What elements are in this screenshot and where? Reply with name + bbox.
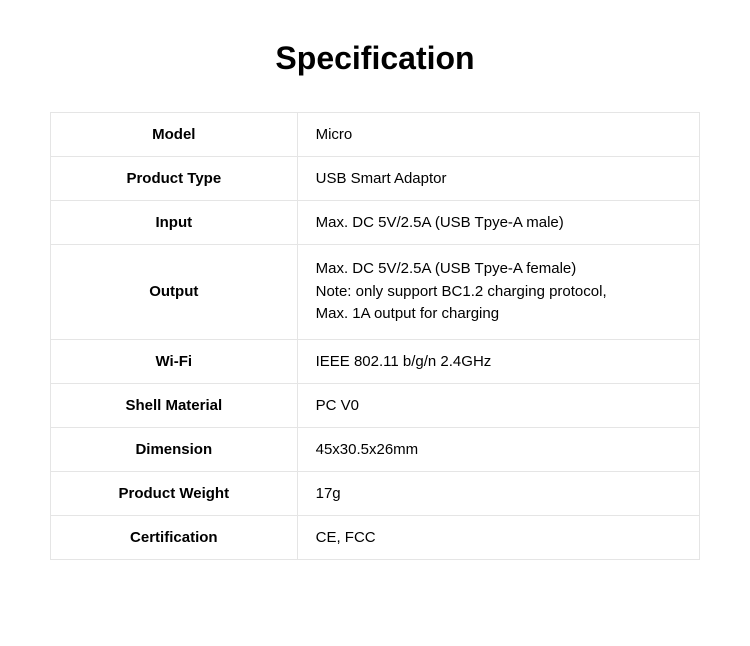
spec-value: Micro <box>297 113 699 157</box>
spec-value: USB Smart Adaptor <box>297 157 699 201</box>
table-row: Shell Material PC V0 <box>51 383 700 427</box>
specification-table: Model Micro Product Type USB Smart Adapt… <box>50 112 700 560</box>
spec-label: Output <box>51 245 298 340</box>
table-row: Model Micro <box>51 113 700 157</box>
spec-label: Certification <box>51 515 298 559</box>
page-title: Specification <box>50 40 700 77</box>
spec-value: PC V0 <box>297 383 699 427</box>
spec-value: Max. DC 5V/2.5A (USB Tpye-A female) Note… <box>297 245 699 340</box>
spec-label: Wi-Fi <box>51 339 298 383</box>
spec-value-line: Note: only support BC1.2 charging protoc… <box>316 281 681 304</box>
table-row: Output Max. DC 5V/2.5A (USB Tpye-A femal… <box>51 245 700 340</box>
spec-value: 17g <box>297 471 699 515</box>
spec-label: Shell Material <box>51 383 298 427</box>
spec-value-line: Max. 1A output for charging <box>316 303 681 326</box>
spec-label: Input <box>51 201 298 245</box>
spec-label: Model <box>51 113 298 157</box>
spec-value: 45x30.5x26mm <box>297 427 699 471</box>
table-row: Certification CE, FCC <box>51 515 700 559</box>
table-row: Input Max. DC 5V/2.5A (USB Tpye-A male) <box>51 201 700 245</box>
spec-value: CE, FCC <box>297 515 699 559</box>
table-row: Product Weight 17g <box>51 471 700 515</box>
spec-label: Product Type <box>51 157 298 201</box>
spec-value: IEEE 802.11 b/g/n 2.4GHz <box>297 339 699 383</box>
spec-value-line: Max. DC 5V/2.5A (USB Tpye-A female) <box>316 258 681 281</box>
spec-label: Product Weight <box>51 471 298 515</box>
table-row: Wi-Fi IEEE 802.11 b/g/n 2.4GHz <box>51 339 700 383</box>
spec-label: Dimension <box>51 427 298 471</box>
table-row: Product Type USB Smart Adaptor <box>51 157 700 201</box>
table-row: Dimension 45x30.5x26mm <box>51 427 700 471</box>
spec-value: Max. DC 5V/2.5A (USB Tpye-A male) <box>297 201 699 245</box>
